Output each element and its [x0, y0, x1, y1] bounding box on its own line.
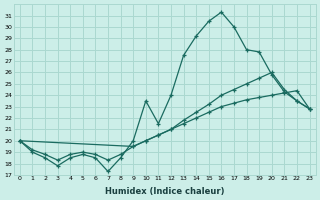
X-axis label: Humidex (Indice chaleur): Humidex (Indice chaleur) [105, 187, 224, 196]
